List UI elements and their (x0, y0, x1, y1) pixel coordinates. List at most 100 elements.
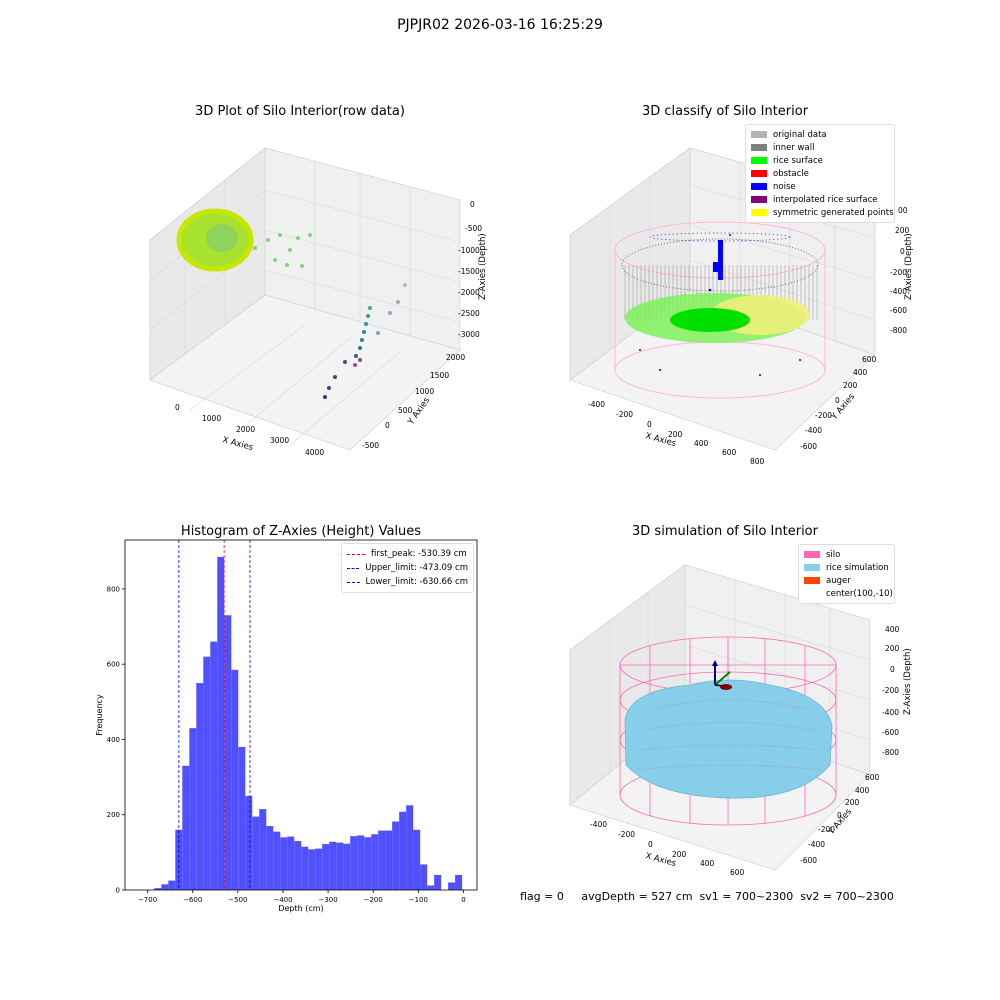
histogram-bar (210, 641, 218, 890)
histogram-bar (322, 844, 330, 890)
svg-text:600: 600 (862, 355, 877, 364)
histogram-bar (406, 805, 414, 890)
histogram-bar (217, 556, 225, 890)
svg-text:1500: 1500 (430, 371, 449, 380)
histogram-bar (154, 888, 162, 890)
histogram-bar (175, 829, 183, 890)
histogram-bar (308, 849, 316, 890)
svg-text:-400: -400 (890, 287, 907, 296)
histogram-bar (294, 841, 302, 890)
svg-text:200: 200 (895, 226, 910, 235)
svg-text:-800: -800 (882, 748, 899, 757)
y-tick-label: 800 (107, 585, 120, 593)
x-tick-label: 0 (461, 896, 465, 904)
svg-text:-200: -200 (616, 410, 633, 419)
svg-text:-500: -500 (465, 224, 482, 233)
legend-entry: obstacle (751, 167, 889, 180)
svg-text:200: 200 (843, 381, 858, 390)
svg-text:0: 0 (900, 247, 905, 256)
legend-swatch (751, 209, 767, 216)
histogram-bar (378, 830, 386, 890)
histogram-bar (399, 811, 407, 890)
svg-text:-600: -600 (800, 856, 817, 865)
svg-text:0: 0 (470, 200, 475, 209)
histogram-bar (224, 615, 232, 890)
legend-swatch (804, 551, 820, 558)
legend-entry: symmetric generated points (751, 206, 894, 219)
svg-text:0: 0 (647, 420, 652, 429)
svg-text:4000: 4000 (305, 448, 324, 457)
legend-swatch (751, 183, 767, 190)
histogram-bar (266, 826, 274, 890)
x-tick-label: −400 (273, 896, 292, 904)
svg-text:200: 200 (885, 644, 900, 653)
x-tick-label: −200 (364, 896, 383, 904)
legend-line (347, 581, 360, 583)
histogram-bar (301, 846, 309, 890)
legend-swatch (751, 144, 767, 151)
legend-swatch (751, 196, 767, 203)
legend-swatch (804, 577, 820, 584)
svg-text:1000: 1000 (202, 414, 221, 423)
svg-text:-600: -600 (882, 728, 899, 737)
legend-entry: rice surface (751, 154, 889, 167)
svg-text:400: 400 (694, 439, 709, 448)
classify-panel-title: 3D classify of Silo Interior (641, 104, 809, 119)
legend-entry: Upper_limit: -473.09 cm (347, 561, 468, 575)
histogram-bar (245, 795, 253, 890)
svg-text:-200: -200 (618, 830, 635, 839)
histogram-bar (238, 746, 246, 890)
noise-cloud (639, 234, 801, 376)
svg-text:200: 200 (672, 850, 687, 859)
legend-line (347, 567, 360, 569)
histogram-bar (336, 842, 344, 890)
histogram-bar (434, 874, 442, 890)
figure-title: PJPJR02 2026-03-16 16:25:29 (397, 17, 603, 33)
svg-text:-200: -200 (890, 268, 907, 277)
histogram-bar (203, 656, 211, 890)
histogram-bar (161, 884, 169, 890)
histogram-bar (343, 843, 351, 890)
svg-text:800: 800 (750, 457, 765, 466)
histogram-bar (196, 683, 204, 890)
legend-swatch (804, 564, 820, 571)
histogram-bar (315, 848, 323, 890)
svg-text:400: 400 (853, 368, 868, 377)
svg-text:-600: -600 (800, 442, 817, 451)
legend-entry: silo (804, 548, 889, 561)
histogram-bar (231, 669, 239, 890)
svg-text:-200: -200 (882, 686, 899, 695)
svg-text:0: 0 (835, 396, 840, 405)
svg-text:0: 0 (385, 421, 390, 430)
svg-text:600: 600 (730, 868, 745, 877)
classify-legend: original data inner wall rice surface ob… (745, 124, 895, 223)
histogram-bar (259, 809, 267, 890)
histogram-bar (252, 816, 260, 890)
svg-text:-1500: -1500 (458, 267, 480, 276)
svg-text:-400: -400 (590, 820, 607, 829)
svg-text:1000: 1000 (415, 387, 434, 396)
legend-entry: interpolated rice surface (751, 193, 889, 206)
x-tick-label: −500 (228, 896, 247, 904)
svg-text:Z-Axies (Depth): Z-Axies (Depth) (904, 233, 914, 300)
legend-entry: original data (751, 128, 889, 141)
svg-text:200: 200 (668, 430, 683, 439)
histogram-bar (413, 829, 421, 890)
svg-text:-2000: -2000 (458, 288, 480, 297)
histogram-bar (280, 837, 288, 890)
legend-entry: center(100,-10) (804, 587, 893, 600)
raw-tail-points (323, 283, 407, 399)
legend-swatch (804, 590, 820, 597)
histogram-chart: −700 −600 −500 −400 −300 −200 −100 0 0 200 400 600… (95, 539, 478, 913)
svg-text:0: 0 (648, 840, 653, 849)
svg-text:-1000: -1000 (458, 246, 480, 255)
histogram-bar (392, 821, 400, 890)
auger-marker (720, 684, 732, 690)
legend-line (347, 553, 365, 555)
svg-text:Z-Axies (Depth): Z-Axies (Depth) (478, 233, 488, 300)
svg-text:500: 500 (398, 406, 413, 415)
legend-entry: noise (751, 180, 889, 193)
histogram-bar (371, 834, 379, 890)
histogram-bar (350, 836, 358, 890)
legend-entry: auger (804, 574, 889, 587)
